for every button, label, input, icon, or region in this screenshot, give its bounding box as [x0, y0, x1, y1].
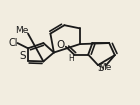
Text: S: S — [97, 63, 104, 73]
Text: S: S — [20, 51, 26, 61]
Text: Cl: Cl — [9, 38, 18, 48]
Text: Me: Me — [15, 26, 28, 35]
Text: O: O — [56, 40, 64, 50]
Text: H: H — [68, 54, 74, 63]
Text: Me: Me — [98, 63, 111, 72]
